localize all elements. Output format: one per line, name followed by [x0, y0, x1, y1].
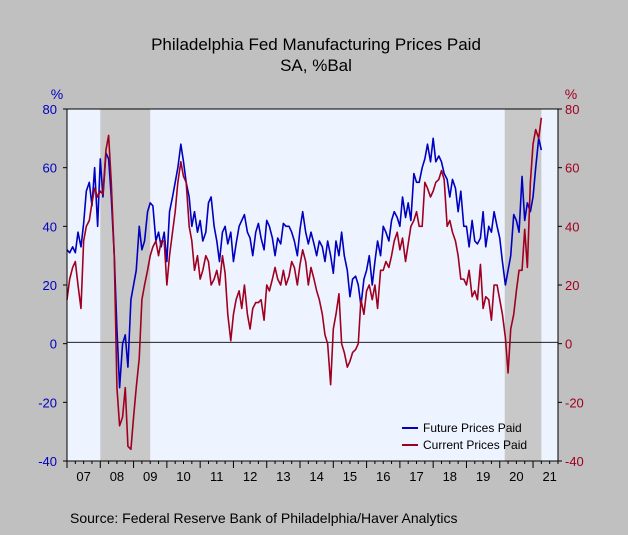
- chart-title: Philadelphia Fed Manufacturing Prices Pa…: [151, 35, 481, 54]
- left-axis-ticks: 80 60 40 20 0 -20 -40: [38, 102, 67, 469]
- x-tick-label-8: 15: [343, 469, 357, 484]
- left-tick-label-3: 20: [43, 278, 57, 293]
- left-tick-label-1: 60: [43, 161, 57, 176]
- left-tick-label-6: -40: [38, 454, 57, 469]
- right-tick-label-4: 0: [565, 337, 572, 352]
- right-tick-label-2: 40: [565, 219, 579, 234]
- x-tick-label-11: 18: [443, 469, 457, 484]
- x-tick-label-4: 11: [210, 469, 224, 484]
- x-tick-label-5: 12: [243, 469, 257, 484]
- x-axis-ticks: 07 08 09 10 11 12 13 14 15 16 17 18 19 20 21: [66, 461, 559, 484]
- x-tick-label-7: 14: [309, 469, 323, 484]
- right-tick-label-6: -40: [565, 454, 584, 469]
- x-tick-label-10: 17: [409, 469, 423, 484]
- x-tick-label-2: 09: [143, 469, 157, 484]
- recession-band-0: [100, 109, 151, 461]
- right-tick-label-0: 80: [565, 102, 579, 117]
- x-tick-label-13: 20: [509, 469, 523, 484]
- right-tick-label-1: 60: [565, 161, 579, 176]
- series-group: [66, 117, 543, 451]
- legend: Future Prices Paid Current Prices Paid: [402, 421, 527, 452]
- x-tick-label-12: 19: [476, 469, 490, 484]
- x-tick-label-6: 13: [276, 469, 290, 484]
- right-axis-unit-label: %: [565, 86, 577, 102]
- left-tick-label-4: 0: [50, 337, 57, 352]
- left-tick-label-5: -20: [38, 395, 57, 410]
- legend-label-future-prices-paid: Future Prices Paid: [423, 421, 522, 435]
- left-tick-label-0: 80: [43, 102, 57, 117]
- x-tick-label-14: 21: [542, 469, 556, 484]
- x-tick-label-3: 10: [176, 469, 190, 484]
- series-line-future-prices-paid: [66, 137, 543, 389]
- legend-label-current-prices-paid: Current Prices Paid: [423, 438, 527, 452]
- x-tick-label-0: 07: [76, 469, 90, 484]
- right-tick-label-3: 20: [565, 278, 579, 293]
- left-axis-unit-label: %: [51, 86, 63, 102]
- left-tick-label-2: 40: [43, 219, 57, 234]
- x-tick-label-9: 16: [376, 469, 390, 484]
- right-axis-ticks: 80 60 40 20 0 -20 -40: [558, 102, 584, 469]
- right-tick-label-5: -20: [565, 395, 584, 410]
- series-line-current-prices-paid: [66, 117, 543, 451]
- chart-subtitle: SA, %Bal: [280, 56, 352, 75]
- x-tick-label-1: 08: [110, 469, 124, 484]
- source-note: Source: Federal Reserve Bank of Philadel…: [70, 510, 458, 526]
